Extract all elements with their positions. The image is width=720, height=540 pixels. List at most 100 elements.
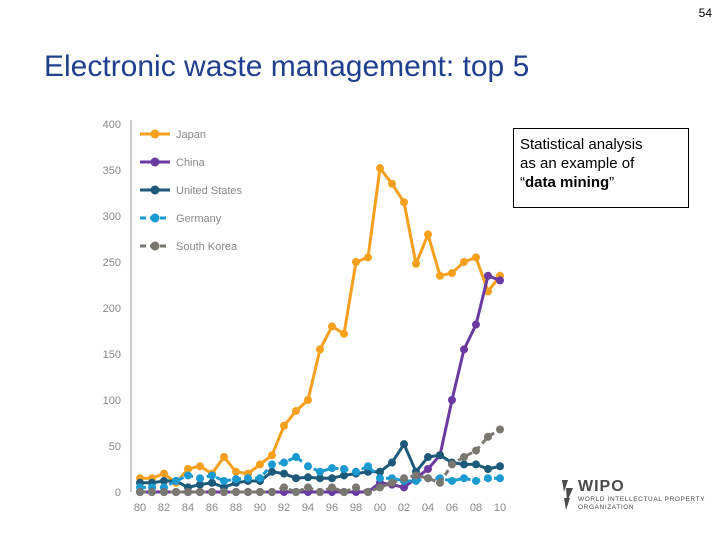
- data-point: [412, 471, 420, 480]
- callout-line-1: Statistical analysis: [520, 136, 643, 153]
- data-point: [220, 476, 228, 485]
- data-point: [220, 488, 228, 496]
- wipo-logo: WIPO WORLD INTELLECTUAL PROPERTY ORGANIZ…: [560, 478, 704, 518]
- data-point: [220, 453, 228, 462]
- legend-item-germany: Germany: [140, 213, 222, 225]
- data-point: [388, 458, 396, 467]
- logo-subtitle: WORLD INTELLECTUAL PROPERTY ORGANIZATION: [578, 496, 705, 511]
- data-point: [448, 269, 456, 278]
- callout-emphasis: data mining: [525, 174, 610, 191]
- x-tick-label: 02: [398, 502, 410, 514]
- wipo-emblem-icon: [562, 480, 573, 510]
- data-point: [184, 488, 192, 496]
- close-quote: ”: [609, 174, 615, 191]
- x-tick-label: 96: [326, 502, 338, 514]
- legend-item-china: China: [140, 157, 206, 169]
- data-point: [256, 474, 264, 483]
- x-tick-label: 84: [182, 502, 194, 514]
- legend-swatch-marker: [150, 213, 160, 223]
- data-point: [256, 460, 264, 469]
- legend-item-japan: Japan: [140, 129, 206, 141]
- data-point: [436, 271, 444, 280]
- legend-swatch-marker: [150, 241, 160, 251]
- data-point: [304, 473, 312, 482]
- series-south-korea: [136, 425, 504, 496]
- y-tick-label: 350: [103, 165, 121, 177]
- data-point: [292, 453, 300, 462]
- data-point: [436, 478, 444, 487]
- data-point: [172, 476, 180, 485]
- open-quote: “: [520, 174, 525, 191]
- data-point: [256, 488, 264, 496]
- data-point: [280, 458, 288, 467]
- data-point: [340, 465, 348, 473]
- data-point: [460, 258, 468, 266]
- page-number: 54: [698, 6, 712, 20]
- data-point: [400, 198, 408, 207]
- data-point: [448, 396, 456, 404]
- data-point: [280, 469, 288, 478]
- data-point: [388, 478, 396, 487]
- data-point: [424, 465, 432, 473]
- x-tick-label: 92: [278, 502, 290, 514]
- data-point: [268, 451, 276, 460]
- data-point: [424, 453, 432, 462]
- data-point: [268, 488, 276, 496]
- x-tick-label: 90: [254, 502, 266, 514]
- legend-label: South Korea: [176, 241, 238, 253]
- legend-swatch-marker: [150, 129, 160, 139]
- data-point: [412, 259, 420, 268]
- data-point: [448, 476, 456, 485]
- data-point: [472, 253, 480, 262]
- data-point: [472, 460, 480, 469]
- legend-label: Germany: [176, 213, 222, 225]
- y-tick-label: 400: [103, 119, 121, 131]
- data-point: [160, 469, 168, 478]
- data-point: [376, 164, 384, 173]
- data-point: [316, 467, 324, 476]
- data-point: [232, 488, 240, 496]
- data-point: [364, 462, 372, 471]
- y-tick-label: 0: [115, 487, 121, 499]
- data-point: [352, 467, 360, 476]
- data-point: [472, 320, 480, 329]
- legend: Japan China United States Germany South Kore…: [140, 129, 243, 253]
- data-point: [292, 474, 300, 483]
- data-point: [424, 474, 432, 483]
- y-tick-label: 300: [103, 211, 121, 223]
- data-point: [196, 474, 204, 483]
- series-line: [140, 428, 501, 494]
- x-tick-label: 00: [374, 502, 386, 514]
- y-axis: 0 50 100 150 200 250 300 350 400: [103, 119, 132, 499]
- data-point: [316, 474, 324, 483]
- slide-title: Electronic waste management: top 5: [44, 50, 530, 83]
- data-point: [376, 483, 384, 492]
- data-point: [268, 460, 276, 469]
- data-point: [412, 476, 420, 485]
- data-point: [184, 471, 192, 480]
- data-point: [400, 440, 408, 449]
- data-point: [328, 474, 336, 483]
- x-axis: 80 82 84 86 88 90 92 94 96 98 00 02 04 06 08 10: [134, 502, 506, 514]
- data-point: [304, 483, 312, 492]
- data-point: [196, 480, 204, 489]
- data-point: [196, 462, 204, 471]
- data-point: [160, 488, 168, 496]
- x-tick-label: 86: [206, 502, 218, 514]
- legend-swatch-marker: [150, 157, 160, 167]
- legend-item-south-korea: South Korea: [140, 241, 238, 253]
- data-point: [280, 421, 288, 430]
- data-point: [292, 488, 300, 496]
- data-point: [376, 467, 384, 476]
- data-point: [484, 474, 492, 483]
- x-tick-label: 94: [302, 502, 314, 514]
- data-point: [304, 396, 312, 404]
- data-point: [364, 253, 372, 262]
- callout-line-3: “data mining”: [520, 173, 682, 192]
- data-point: [280, 483, 288, 492]
- x-tick-label: 82: [158, 502, 170, 514]
- data-point: [352, 483, 360, 492]
- series-layer: [136, 164, 504, 496]
- logo-word: WIPO: [578, 478, 625, 495]
- data-point: [196, 488, 204, 496]
